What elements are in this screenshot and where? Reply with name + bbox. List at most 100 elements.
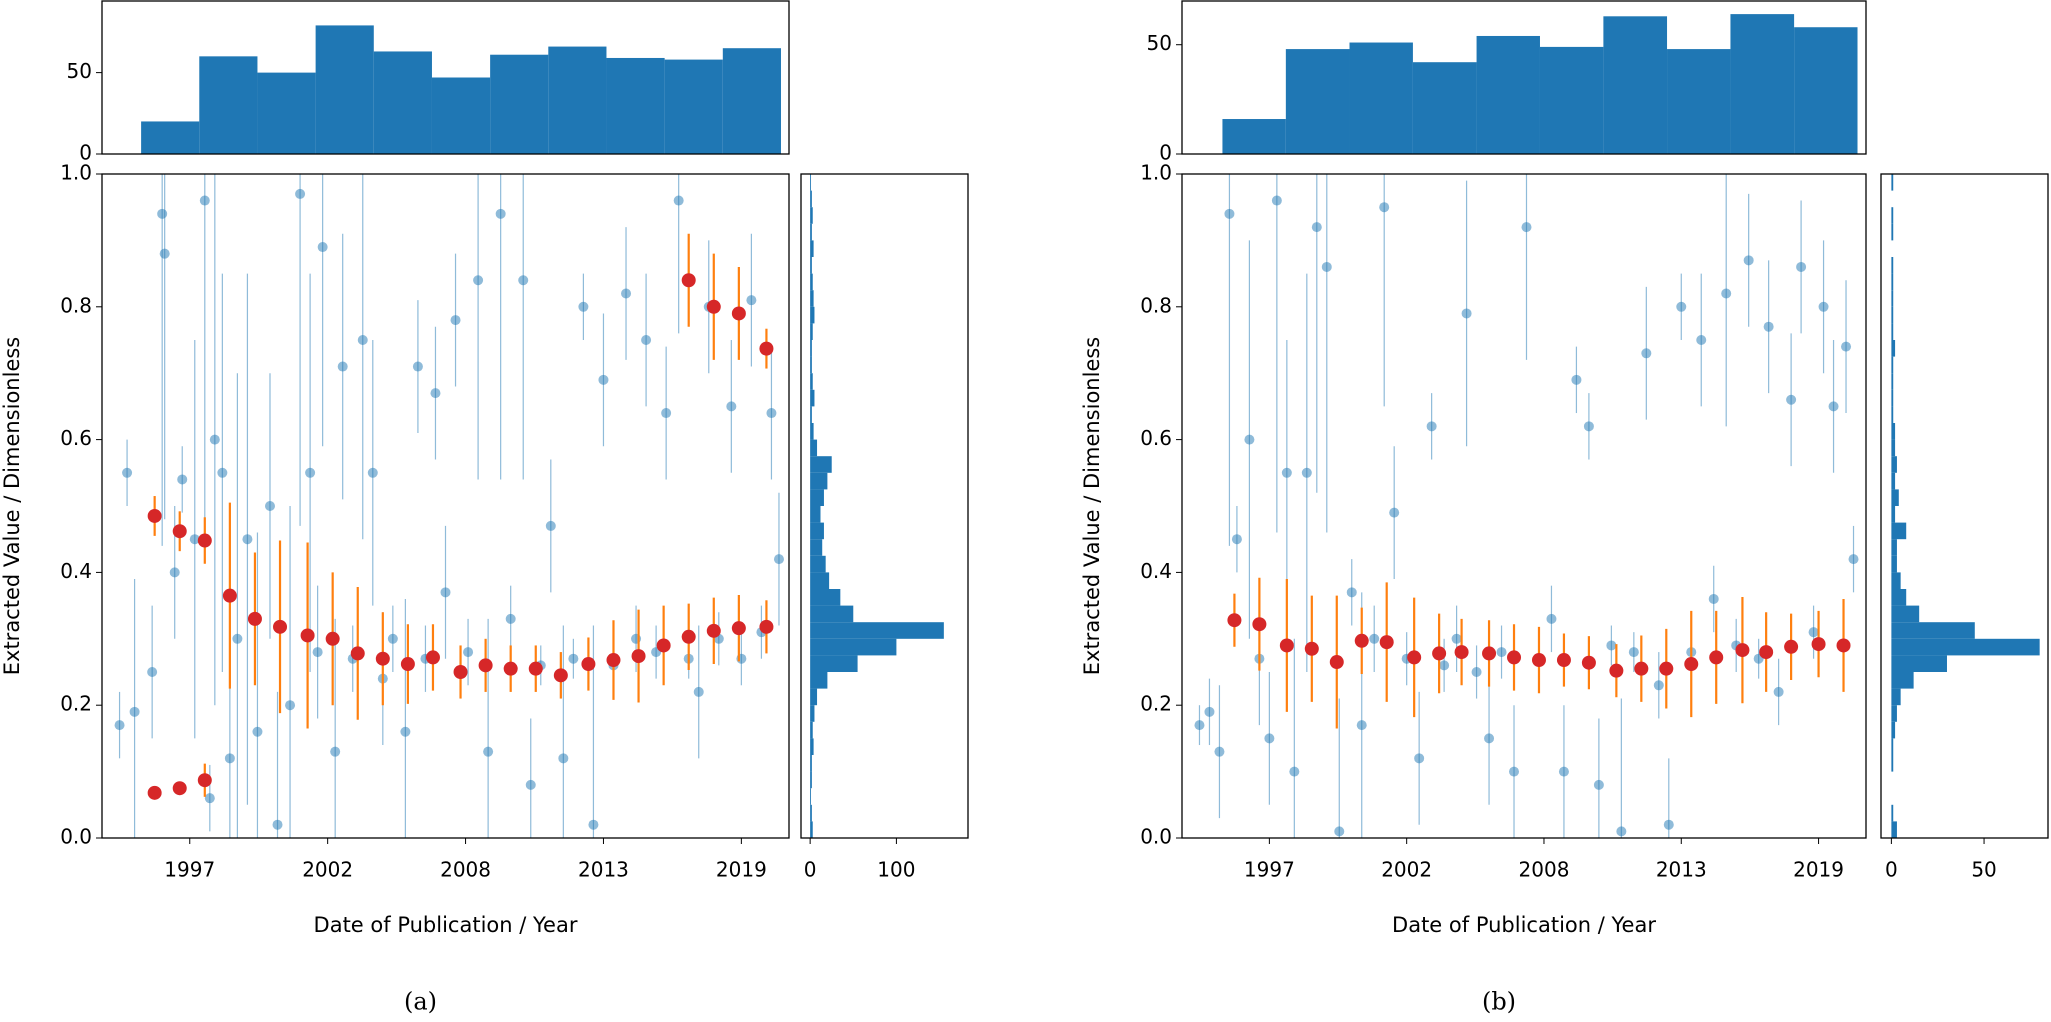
histogram-bar bbox=[810, 705, 815, 722]
data-point bbox=[1808, 627, 1819, 638]
data-point bbox=[425, 650, 440, 665]
data-point bbox=[1454, 645, 1469, 660]
histogram-bar bbox=[1603, 16, 1668, 154]
data-point bbox=[1194, 720, 1205, 731]
histogram-bar bbox=[664, 59, 723, 154]
y-tick-label: 0.4 bbox=[60, 559, 92, 583]
histogram-bar bbox=[1891, 356, 1894, 374]
histogram-bar bbox=[810, 257, 812, 274]
histogram-bar bbox=[1891, 655, 1947, 672]
y-tick-label: 0.0 bbox=[1140, 825, 1172, 849]
plot-area bbox=[114, 174, 784, 838]
histogram-bar bbox=[810, 605, 854, 623]
data-point bbox=[661, 408, 672, 419]
histogram-bar bbox=[810, 456, 832, 473]
histogram-bar bbox=[606, 57, 665, 154]
x-tick-label: 1997 bbox=[1244, 858, 1295, 882]
data-point bbox=[759, 619, 774, 634]
data-point bbox=[224, 753, 235, 764]
histogram-bar bbox=[810, 522, 824, 540]
data-point bbox=[463, 647, 474, 658]
data-point bbox=[578, 301, 589, 312]
data-point bbox=[1451, 633, 1462, 644]
data-point bbox=[621, 288, 632, 299]
histogram-bar bbox=[810, 655, 858, 672]
histogram-bar bbox=[1891, 406, 1894, 423]
data-point bbox=[505, 613, 516, 624]
histogram-bar bbox=[141, 121, 200, 154]
histogram-bar bbox=[1891, 622, 1975, 639]
data-point bbox=[242, 534, 253, 545]
histogram-bar bbox=[810, 306, 815, 324]
y-tick-label: 50 bbox=[67, 59, 92, 83]
data-point bbox=[1784, 639, 1799, 654]
histogram-bar bbox=[1891, 804, 1894, 822]
x-tick-label: 2019 bbox=[1793, 858, 1844, 882]
data-point bbox=[1407, 650, 1422, 665]
data-point bbox=[1735, 643, 1750, 658]
data-point bbox=[1628, 647, 1639, 658]
histogram-bar bbox=[810, 572, 830, 589]
x-tick-label: 2019 bbox=[716, 858, 767, 882]
histogram-bar bbox=[810, 771, 812, 789]
data-point bbox=[693, 686, 704, 697]
histogram-bar bbox=[810, 721, 813, 739]
histogram-bar bbox=[1667, 49, 1731, 155]
histogram-bar bbox=[1891, 223, 1894, 241]
histogram-bar bbox=[810, 738, 814, 755]
histogram-bar bbox=[810, 389, 815, 407]
data-point bbox=[222, 588, 237, 603]
y-tick-label: 0.6 bbox=[1140, 426, 1172, 450]
histogram-bar bbox=[810, 622, 944, 639]
data-point bbox=[177, 474, 188, 485]
data-point bbox=[232, 633, 243, 644]
histogram-bar bbox=[810, 555, 826, 573]
histogram-bar bbox=[1222, 119, 1286, 154]
x-tick-label: 2008 bbox=[1519, 858, 1570, 882]
data-point bbox=[1224, 208, 1235, 219]
x-axis-label: Date of Publication / Year bbox=[314, 913, 578, 937]
x-tick-label: 2002 bbox=[1381, 858, 1432, 882]
histogram-bar bbox=[1891, 456, 1897, 473]
data-point bbox=[247, 611, 262, 626]
data-point bbox=[681, 629, 696, 644]
y-tick-label: 0.8 bbox=[1140, 293, 1172, 317]
data-point bbox=[1346, 587, 1357, 598]
x-tick-label: 50 bbox=[1971, 858, 1996, 882]
data-point bbox=[1676, 301, 1687, 312]
data-point bbox=[1786, 394, 1797, 405]
data-point bbox=[731, 306, 746, 321]
data-point bbox=[528, 661, 543, 676]
data-point bbox=[1329, 655, 1344, 670]
data-point bbox=[681, 273, 696, 288]
data-point bbox=[147, 785, 162, 800]
histogram-bar bbox=[810, 207, 813, 224]
histogram-bar bbox=[1891, 721, 1896, 739]
x-tick-label: 0 bbox=[1885, 858, 1898, 882]
data-point bbox=[1389, 507, 1400, 518]
data-point bbox=[450, 315, 461, 326]
histogram-bar bbox=[431, 77, 491, 154]
axes-frame bbox=[1880, 173, 2049, 839]
data-point bbox=[375, 651, 390, 666]
data-point bbox=[1634, 661, 1649, 676]
histogram-bar bbox=[810, 755, 812, 772]
data-point bbox=[1763, 321, 1774, 332]
x-tick-label: 1997 bbox=[164, 858, 215, 882]
histogram-bar bbox=[1891, 522, 1907, 540]
data-point bbox=[1484, 733, 1495, 744]
histogram-bar bbox=[810, 273, 813, 291]
caption: (b) bbox=[1482, 988, 1516, 1016]
data-point bbox=[773, 554, 784, 565]
data-point bbox=[558, 753, 569, 764]
data-point bbox=[1531, 653, 1546, 668]
data-point bbox=[1743, 255, 1754, 266]
data-point bbox=[1709, 650, 1724, 665]
x-tick-label: 2002 bbox=[302, 858, 353, 882]
axes-frame bbox=[101, 173, 790, 839]
data-point bbox=[1696, 335, 1707, 345]
data-point bbox=[300, 628, 315, 643]
data-point bbox=[1496, 647, 1507, 658]
data-point bbox=[1828, 401, 1839, 412]
data-point bbox=[204, 793, 215, 804]
